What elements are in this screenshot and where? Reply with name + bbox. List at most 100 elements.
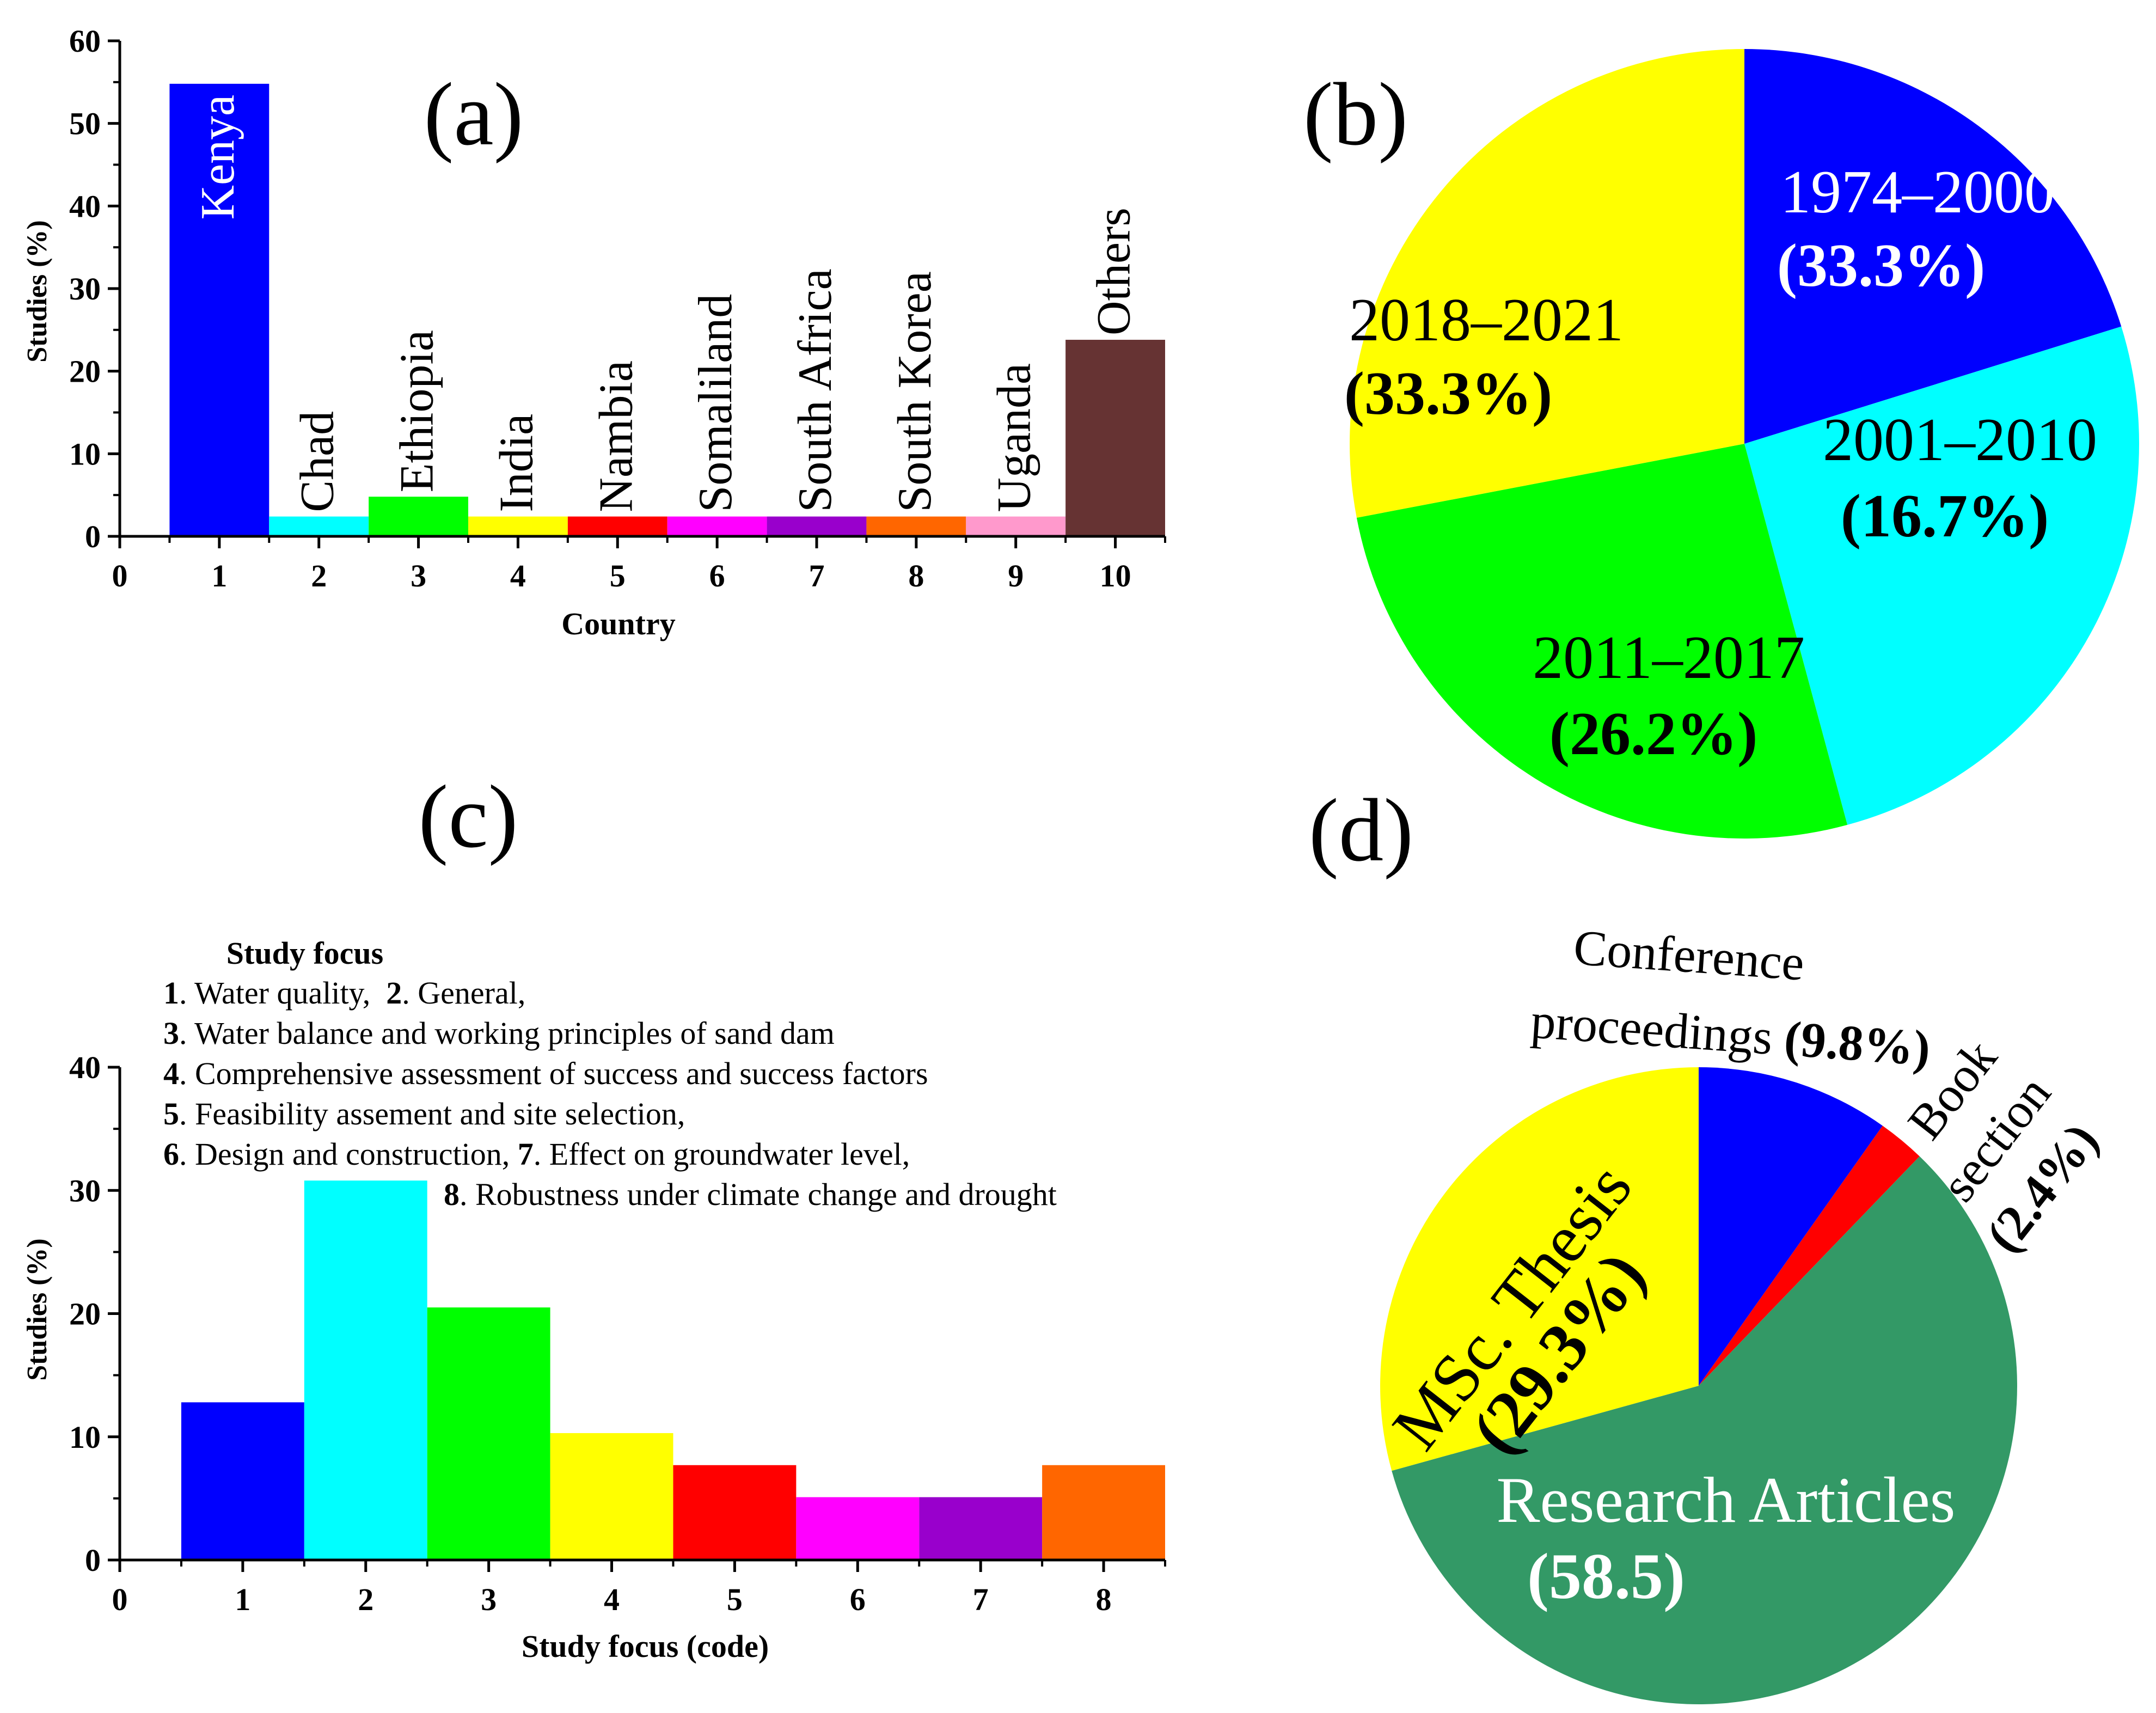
legend-line-4: 5. Feasibility assement and site selecti… xyxy=(163,1096,685,1131)
bar-label-somaliland: Somaliland xyxy=(689,294,742,512)
panel-c-label: (c) xyxy=(418,767,518,866)
x-tick-label-2: 2 xyxy=(358,1582,373,1617)
panel-a-axes: 0 1 2 3 4 5 6 7 8 9 10 0 10 20 30 40 50 60 xyxy=(69,23,1166,594)
bar-label-chad: Chad xyxy=(291,411,344,512)
x-tick-label-6: 6 xyxy=(709,558,725,594)
pie-slice-book-section xyxy=(1699,1125,1920,1386)
bar-3 xyxy=(427,1307,550,1560)
x-tick-label-3: 3 xyxy=(481,1582,497,1617)
panel-d-label: (d) xyxy=(1309,780,1413,880)
legend-line-5: 6. Design and construction, 7. Effect on… xyxy=(163,1136,910,1172)
y-tick-label-10: 10 xyxy=(69,1420,101,1455)
bar-5 xyxy=(673,1465,797,1560)
x-tick-label-1: 1 xyxy=(235,1582,250,1617)
pie-slice-1974-2000 xyxy=(1744,49,2122,444)
panel-c-axes: 0 1 2 3 4 5 6 7 8 0 10 20 30 40 xyxy=(69,1050,1166,1617)
bar-label-south-korea: South Korea xyxy=(889,271,941,512)
pie-d-pct-conference: (9.8%) xyxy=(1783,1011,1932,1076)
pie-b-label-1974-2000: 1974–2000 xyxy=(1780,158,2055,226)
x-tick-label-4: 4 xyxy=(510,558,526,594)
bar-8 xyxy=(1042,1465,1165,1560)
legend-line-1: 1. Water quality, 2. General, xyxy=(163,975,525,1011)
pie-slice-conference-proceedings xyxy=(1699,1067,1883,1386)
panel-c-ylabel: Studies (%) xyxy=(22,1238,53,1380)
panel-a: (a) Kenya Chad Ethiopia India Nambia Somalila… xyxy=(22,23,1166,641)
pie-d-pct-research: (58.5) xyxy=(1527,1540,1685,1612)
pie-d-label-conference-1: Conference xyxy=(1572,919,1806,990)
x-tick-label-6: 6 xyxy=(850,1582,866,1617)
pie-b-label-2001-2010: 2001–2010 xyxy=(1823,406,2097,474)
panel-a-bars: Kenya Chad Ethiopia India Nambia Somaliland So… xyxy=(169,83,1165,536)
bar-label-others: Others xyxy=(1088,207,1141,335)
x-tick-label-5: 5 xyxy=(727,1582,743,1617)
panel-d-pie xyxy=(1380,1067,2017,1705)
legend-line-3: 4. Comprehensive assessment of success a… xyxy=(163,1056,928,1091)
bar-label-ethiopia: Ethiopia xyxy=(391,330,444,492)
bar-4 xyxy=(550,1433,673,1560)
panel-c-xlabel: Study focus (code) xyxy=(522,1629,769,1664)
x-tick-label-5: 5 xyxy=(610,558,626,594)
y-tick-label-20: 20 xyxy=(69,354,101,389)
y-tick-label-10: 10 xyxy=(69,436,101,472)
legend-title: Study focus xyxy=(226,935,383,971)
bar-label-south-africa: South Africa xyxy=(789,268,842,512)
pie-d-label-conference-2: proceedings (9.8%) xyxy=(1529,993,1932,1076)
legend-line-2: 3. Water balance and working principles … xyxy=(163,1015,835,1051)
panel-b: (b) 1974–2000 (33.3%) 2001–2010 (16.7%) … xyxy=(1303,49,2139,839)
bar-label-kenya: Kenya xyxy=(192,95,244,220)
y-tick-label-50: 50 xyxy=(69,106,101,142)
x-tick-label-0: 0 xyxy=(112,558,128,594)
x-tick-label-7: 7 xyxy=(973,1582,989,1617)
y-tick-label-0: 0 xyxy=(85,519,101,554)
x-tick-label-9: 9 xyxy=(1008,558,1024,594)
legend-lines: 1. Water quality, 2. General, 3. Water ba… xyxy=(163,975,1057,1212)
legend-line-3-part-1: 4 xyxy=(163,1056,179,1091)
y-tick-label-40: 40 xyxy=(69,188,101,224)
pie-d-label-conference-line2: proceedings xyxy=(1529,993,1775,1065)
legend-line-2-part-2: . Water balance and working principles o… xyxy=(179,1015,835,1051)
bar-1 xyxy=(181,1402,304,1560)
legend-line-4-part-1: 5 xyxy=(163,1096,179,1131)
y-tick-label-30: 30 xyxy=(69,271,101,307)
legend-line-4-part-2: . Feasibility assement and site selectio… xyxy=(179,1096,685,1131)
bar-2 xyxy=(304,1180,427,1560)
pie-d-label-research: Research Articles xyxy=(1497,1464,1956,1536)
pie-b-label-2011-2017: 2011–2017 xyxy=(1533,624,1805,692)
bar-kenya xyxy=(169,83,270,536)
bar-india xyxy=(468,516,568,536)
bar-somaliland xyxy=(667,516,767,536)
legend-line-5-part-1: 6 xyxy=(163,1136,179,1172)
bar-label-india: India xyxy=(490,414,543,512)
panel-b-labels: 1974–2000 (33.3%) 2001–2010 (16.7%) 2011… xyxy=(1344,158,2097,768)
pie-b-pct-2011-2017: (26.2%) xyxy=(1549,700,1758,768)
x-tick-label-4: 4 xyxy=(604,1582,620,1617)
x-tick-label-10: 10 xyxy=(1100,558,1131,594)
pie-slice-2001-2010 xyxy=(1744,326,2139,825)
legend-line-1-part-4: . General, xyxy=(402,975,525,1011)
bar-chad xyxy=(269,516,369,536)
x-tick-label-8: 8 xyxy=(908,558,924,594)
y-tick-label-60: 60 xyxy=(69,23,101,59)
pie-b-pct-1974-2000: (33.3%) xyxy=(1777,232,1986,299)
legend-line-5-part-4: . Effect on groundwater level, xyxy=(534,1136,910,1172)
legend-line-6-part-2: . Robustness under climate change and dr… xyxy=(460,1177,1057,1212)
panel-c-bars xyxy=(181,1180,1165,1560)
panel-d: (d) Conference proceedings (9.8%) Book se… xyxy=(1309,780,2109,1705)
bar-nambia xyxy=(567,516,667,536)
panel-c: (c) 0 1 2 3 4 5 6 7 8 0 10 20 30 40 Study focus (code… xyxy=(22,767,1166,1664)
pie-slice-2018-2021 xyxy=(1350,49,1744,518)
pie-b-pct-2018-2021: (33.3%) xyxy=(1344,360,1553,427)
panel-a-label: (a) xyxy=(424,64,523,164)
panel-b-label: (b) xyxy=(1303,64,1408,164)
x-tick-label-3: 3 xyxy=(411,558,426,594)
x-tick-label-7: 7 xyxy=(809,558,825,594)
bar-others xyxy=(1065,340,1165,536)
y-tick-label-20: 20 xyxy=(69,1296,101,1332)
legend-line-3-part-2: . Comprehensive assessment of success an… xyxy=(179,1056,928,1091)
legend-line-6: 8. Robustness under climate change and d… xyxy=(444,1177,1057,1212)
pie-slice-research-articles xyxy=(1392,1156,2017,1705)
legend-line-2-part-1: 3 xyxy=(163,1015,179,1051)
legend-line-6-part-1: 8 xyxy=(444,1177,460,1212)
x-tick-label-0: 0 xyxy=(112,1582,128,1617)
y-tick-label-30: 30 xyxy=(69,1173,101,1208)
